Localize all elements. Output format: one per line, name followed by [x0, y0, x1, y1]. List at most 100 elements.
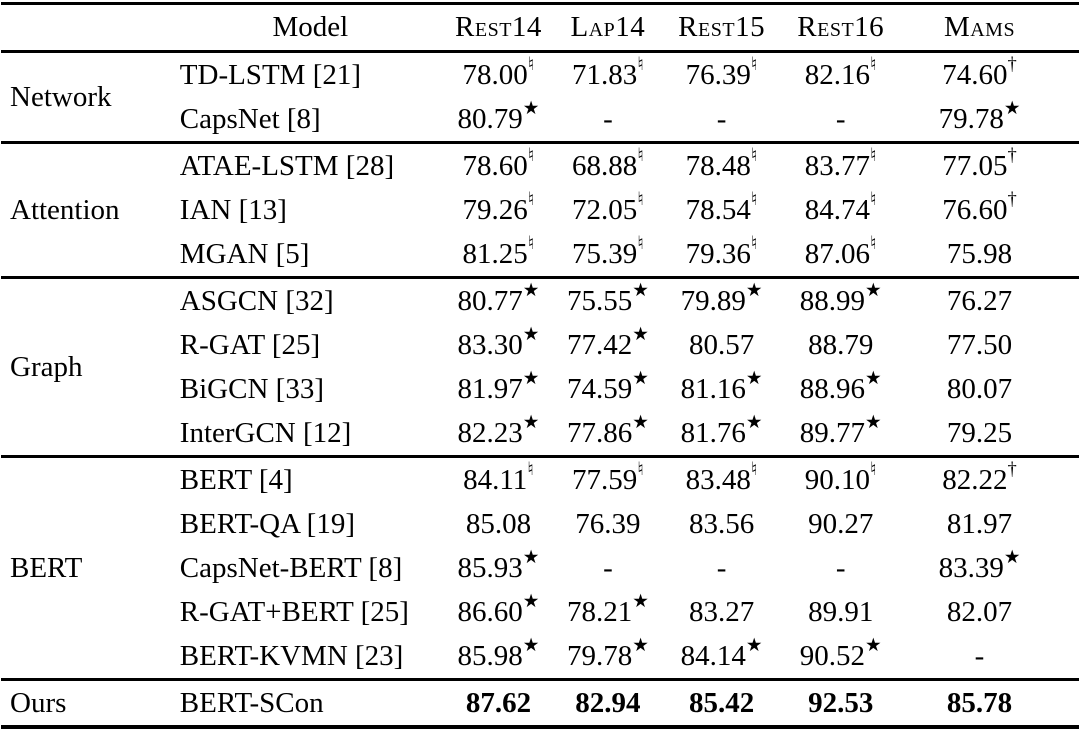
table-row: CapsNet [8] 80.79★ - - -79.78★: [1, 97, 1079, 143]
score-value: 77.42: [566, 328, 633, 361]
model-name: BERT-QA [19]: [179, 507, 355, 540]
star-mark: ★: [865, 368, 882, 390]
score-value: -: [603, 102, 613, 135]
score-cell: 82.07: [900, 590, 1079, 634]
score-cell: 79.26♮: [443, 188, 554, 232]
score-value: 79.78: [938, 102, 1004, 135]
score-cell: 80.77★: [443, 278, 554, 324]
score-cell: 81.97★: [443, 367, 554, 411]
score-value: 76.27: [946, 284, 1013, 317]
header-dataset-rest15: Rest15: [678, 11, 766, 43]
score-cell: 84.11♮: [443, 457, 554, 503]
score-value: 86.60: [457, 595, 523, 628]
model-name: TD-LSTM [21]: [179, 58, 362, 91]
star-mark: ★: [865, 412, 882, 434]
star-mark: ★: [865, 280, 882, 302]
table-row: Network TD-LSTM [21] 78.00♮ 71.83♮ 76.39♮ 82.…: [1, 52, 1079, 112]
score-cell: 82.94: [554, 680, 662, 728]
natural-mark: ♮: [750, 459, 758, 481]
model-name: CapsNet [8]: [179, 102, 321, 135]
table-row: BERT BERT [4] 84.11♮ 77.59♮ 83.48♮ 90.10♮ 82.2…: [1, 457, 1079, 583]
score-value: 80.77: [457, 284, 523, 317]
score-value: 83.77: [804, 149, 871, 182]
score-value: 78.60: [462, 149, 528, 182]
score-value: 74.60: [942, 58, 1008, 91]
score-cell: 80.07: [900, 367, 1079, 411]
score-value: 75.39: [571, 237, 638, 270]
score-value: 87.06: [804, 237, 871, 270]
score-cell: 85.08: [443, 502, 554, 546]
table-row: BERT-KVMN [23] 85.98★ 79.78★ 84.14★ 90.52★ -: [1, 634, 1079, 680]
score-cell: 88.79: [781, 323, 900, 367]
score-cell: 78.60♮: [443, 143, 554, 189]
star-mark: ★: [522, 591, 540, 613]
star-mark: ★: [632, 591, 649, 613]
header-dataset-lap14: Lap14: [570, 11, 646, 43]
score-value: 82.22: [942, 463, 1008, 496]
score-value: 81.97: [946, 507, 1013, 540]
score-cell: -: [781, 546, 900, 590]
score-cell: -: [662, 97, 782, 143]
score-cell: 82.22†: [900, 457, 1079, 503]
score-value: 85.78: [946, 686, 1013, 719]
star-mark: ★: [745, 368, 763, 390]
score-value: 87.62: [465, 686, 532, 719]
score-cell: 76.39♮: [662, 52, 782, 98]
score-value: 85.08: [465, 507, 532, 540]
score-cell: 85.93★: [443, 546, 554, 590]
model-name: CapsNet-BERT [8]: [179, 551, 403, 584]
natural-mark: ♮: [527, 459, 534, 481]
score-value: 79.26: [462, 193, 528, 226]
score-value: 77.59: [571, 463, 638, 496]
group-label: Ours: [10, 686, 67, 719]
model-name: IAN [13]: [179, 193, 287, 226]
table-row: InterGCN [12] 82.23★ 77.86★ 81.76★ 89.77★ 79.…: [1, 411, 1079, 457]
score-value: 83.39: [938, 551, 1004, 584]
score-cell: 74.59★: [554, 367, 662, 411]
score-cell: 84.74♮: [781, 188, 900, 232]
group-label: Graph: [10, 350, 83, 383]
score-cell: 74.60†: [900, 52, 1079, 98]
score-value: 79.78: [566, 639, 633, 672]
score-value: 81.25: [462, 237, 528, 270]
table-row: IAN [13] 79.26♮ 72.05♮ 78.54♮ 84.74♮ 76.60†: [1, 188, 1079, 232]
header-dataset-mams: Mams: [943, 11, 1016, 43]
score-value: 76.39: [575, 507, 641, 540]
table-row: BiGCN [33] 81.97★ 74.59★ 81.16★ 88.96★ 80.07: [1, 367, 1079, 411]
star-mark: ★: [522, 280, 540, 302]
score-cell: 86.60★: [443, 590, 554, 634]
score-cell: 82.23★: [443, 411, 554, 457]
natural-mark: ♮: [637, 54, 644, 76]
group-label: Network: [10, 80, 112, 113]
score-cell: 79.78★: [900, 97, 1079, 143]
dagger-mark: †: [1007, 145, 1017, 167]
score-value: 81.97: [457, 372, 523, 405]
score-cell: 80.57: [662, 323, 782, 367]
table-header: Model Rest14 Lap14 Rest15 Rest16 Mams: [1, 4, 1079, 52]
score-value: -: [603, 551, 613, 584]
score-value: -: [716, 102, 727, 135]
score-cell: 90.10♮: [781, 457, 900, 503]
score-cell: 89.77★: [781, 411, 900, 457]
score-cell: -: [554, 97, 662, 143]
score-cell: 79.36♮: [662, 232, 782, 278]
score-value: 79.89: [680, 284, 746, 317]
star-mark: ★: [522, 412, 540, 434]
score-value: 75.55: [566, 284, 633, 317]
score-cell: 81.25♮: [443, 232, 554, 278]
score-cell: 89.91: [781, 590, 900, 634]
table-row: Ours BERT-SCon 87.62 82.94 85.42 92.53 85.78: [1, 680, 1079, 728]
score-cell: 80.79★: [443, 97, 554, 143]
score-value: 83.27: [689, 595, 755, 628]
dagger-mark: †: [1007, 54, 1017, 76]
score-value: 78.21: [566, 595, 633, 628]
score-value: 84.74: [804, 193, 871, 226]
score-value: 80.79: [457, 102, 523, 135]
score-value: 92.53: [808, 686, 874, 719]
score-cell: 87.06♮: [781, 232, 900, 278]
star-mark: ★: [745, 635, 763, 657]
table-row: MGAN [5] 81.25♮ 75.39♮ 79.36♮ 87.06♮ 75.98: [1, 232, 1079, 278]
score-cell: 92.53: [781, 680, 900, 728]
